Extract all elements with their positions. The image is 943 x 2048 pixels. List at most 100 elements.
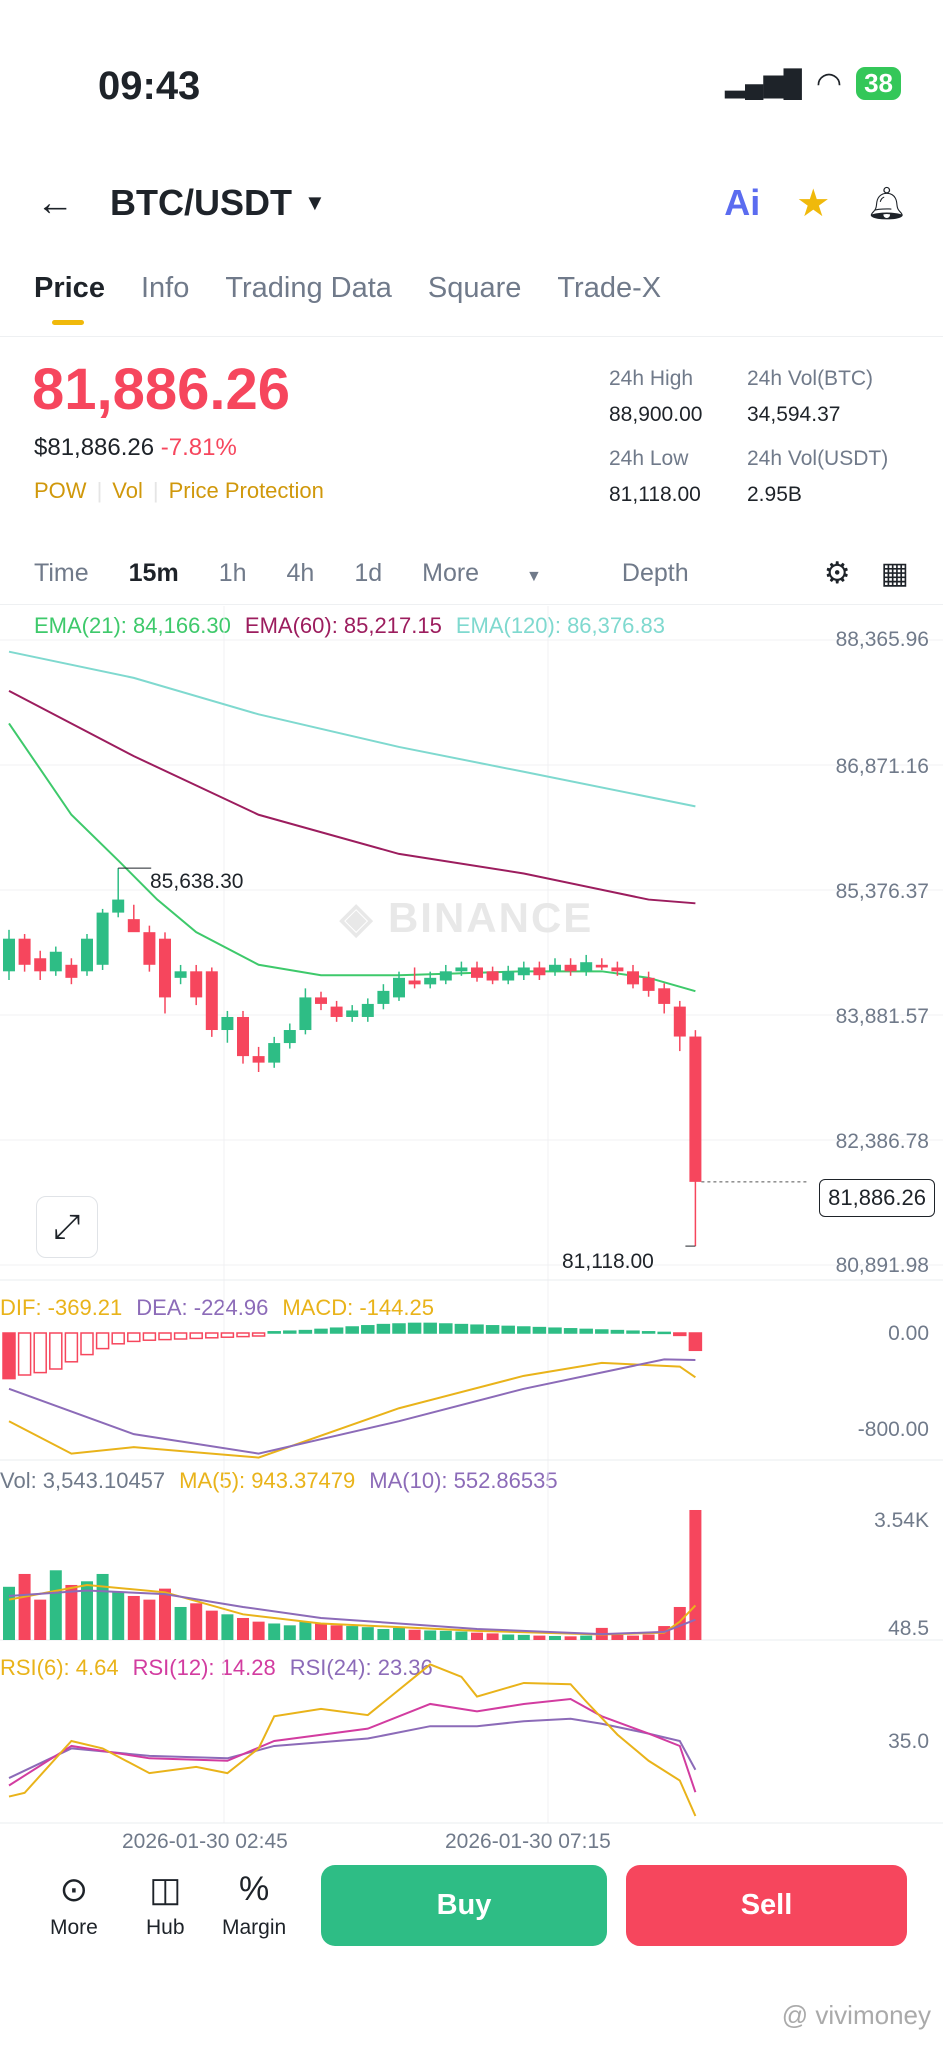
rsi24-line [8,1717,697,1779]
volume-bar [299,1621,312,1640]
volume-bar [330,1625,343,1640]
more-button[interactable]: ⊙ More [50,1871,98,1939]
tag-price-protection[interactable]: Price Protection [168,478,324,503]
candle [377,990,390,1004]
star-icon[interactable]: ★ [796,182,831,225]
candle [346,1010,359,1017]
macd-bar [485,1325,500,1334]
interval-1h[interactable]: 1h [218,559,247,587]
candle [174,971,187,978]
rsi-legend-item: RSI(24): 23.36 [289,1655,433,1680]
sell-button[interactable]: Sell [626,1865,907,1946]
signal-icon: ▂▄▆█ [725,68,802,98]
volume-bar [424,1630,437,1640]
macd-legend: DIF: -369.21 DEA: -224.96 MACD: -144.25 [0,1295,434,1321]
candle [205,971,218,1031]
margin-icon: % [238,1870,270,1908]
candle [299,997,312,1031]
interval-more[interactable]: More ▼ [422,559,542,587]
macd-legend-item: DIF: -369.21 [0,1295,123,1320]
volume-bar [159,1588,171,1640]
interval-4h[interactable]: 4h [286,559,315,587]
candle [408,980,421,985]
fullscreen-button[interactable]: ⤢ [36,1196,98,1258]
volume-bar [455,1631,468,1640]
kline-chart[interactable] [0,606,943,1850]
candle [190,971,203,998]
indicator-settings-icon[interactable]: ⚙ [823,557,851,590]
macd-bar [298,1329,313,1334]
volume-bar [127,1595,140,1640]
macd-bar [501,1325,515,1334]
tab-trade-x[interactable]: Trade-X [557,272,662,304]
vol-legend-item: MA(5): 943.37479 [179,1468,356,1493]
tab-square[interactable]: Square [427,272,522,304]
interval-time[interactable]: Time [34,559,89,587]
rsi-legend: RSI(6): 4.64 RSI(12): 14.28 RSI(24): 23.36 [0,1655,433,1681]
interval-depth[interactable]: Depth [621,559,689,587]
date-axis-label: 2026-01-30 02:45 [122,1830,288,1853]
candle [611,967,624,972]
volume-bar [642,1634,655,1640]
candle [34,958,47,972]
tag-vol[interactable]: Vol [112,478,143,503]
macd-axis-label: -800.00 [857,1418,929,1441]
candle [658,988,671,1004]
macd-bar [236,1332,250,1338]
volume-bar [268,1623,281,1640]
macd-bar [563,1328,578,1334]
status-time: 09:43 [98,64,201,108]
bell-icon[interactable]: 🔔︎ [866,185,907,221]
candle [237,1016,249,1057]
macd-bar [688,1332,703,1352]
macd-bar [17,1332,32,1376]
tab-trading-data[interactable]: Trading Data [225,272,392,304]
ai-icon[interactable]: Ai [724,182,761,223]
macd-bar [267,1331,281,1334]
tags: POW | Vol | Price Protection [34,478,324,503]
candle [549,964,561,972]
back-icon[interactable]: ← [36,181,74,224]
macd-bar [220,1332,235,1338]
last-price-tag[interactable]: 81,886.26 [819,1179,935,1217]
volume-bar [439,1630,452,1640]
pair-title[interactable]: BTC/USDT [110,182,292,223]
macd-bar [205,1332,219,1339]
macd-bar [142,1332,157,1341]
interval-15m[interactable]: 15m [128,559,179,587]
tag-pow[interactable]: POW [34,478,87,503]
volume-bar [533,1635,546,1640]
interval-1d[interactable]: 1d [354,559,383,587]
low-price-marker: 81,118.00 [562,1250,654,1273]
volume-axis-label: 3.54K [874,1509,929,1532]
candle [3,938,15,972]
hub-button[interactable]: ◫ Hub [146,1871,185,1939]
macd-bar [407,1322,422,1334]
divider [0,604,943,605]
macd-bar [127,1332,141,1343]
more-icon: ⊙ [59,1871,89,1909]
volume-bar [361,1627,374,1640]
usd-price: $81,886.26 -7.81% [34,434,237,462]
price-axis-label: 82,386.78 [835,1130,929,1153]
macd-bar [314,1328,328,1334]
ema21-line [8,722,696,993]
tab-price[interactable]: Price [34,272,105,325]
dif-line [8,1361,696,1459]
margin-button[interactable]: % Margin [222,1870,287,1939]
volume-bar [174,1606,187,1640]
macd-bar [49,1332,63,1370]
hub-icon: ◫ [149,1871,182,1909]
price-change: -7.81% [160,434,237,461]
candle [595,964,608,968]
dropdown-icon[interactable]: ▼ [304,190,326,215]
grid-layout-icon[interactable]: ▦ [880,557,909,590]
tab-info[interactable]: Info [140,272,190,304]
volume-bar [96,1573,109,1640]
price-axis-label: 80,891.98 [835,1254,929,1277]
ema60-line [8,690,696,905]
macd-bar [423,1322,437,1334]
macd-legend-item: MACD: -144.25 [282,1295,434,1320]
stat-24h-vol-btc: 24h Vol(BTC) 34,594.37 [747,367,874,426]
buy-button[interactable]: Buy [321,1865,607,1946]
